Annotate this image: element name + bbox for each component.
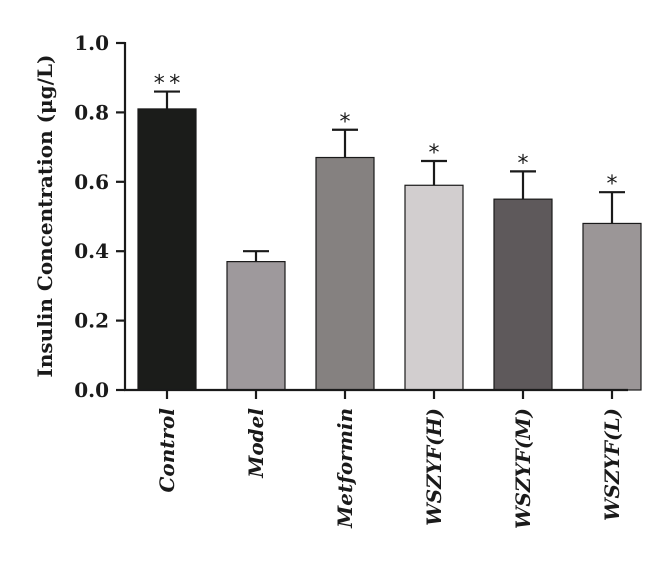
y-tick-label: 0.8: [74, 100, 109, 124]
y-axis-label: Insulin Concentration (μg/L): [33, 55, 57, 378]
significance-wszyf-h: *: [429, 141, 440, 166]
bar-wszyf-h: [404, 184, 464, 391]
significance-wszyf-l: *: [607, 172, 618, 197]
error-bar-model: [243, 250, 269, 262]
y-tick-label: 0.6: [74, 170, 109, 194]
significance-wszyf-m: *: [518, 151, 529, 176]
bars-group: [137, 108, 642, 391]
significance-group: * * * * * *: [154, 72, 618, 198]
y-tick-label: 1.0: [74, 31, 109, 55]
y-ticks-group: 0.0 0.2 0.4 0.6 0.8 1.0: [74, 31, 125, 402]
bar-wszyf-m: [493, 198, 553, 391]
error-bar-control: [154, 90, 180, 109]
error-bar-wszyf-h: [421, 159, 447, 186]
x-tick-label: WSZYF(L): [600, 408, 624, 521]
y-tick-label: 0.4: [74, 239, 109, 263]
x-tick-label: Model: [244, 408, 268, 479]
x-tick-label: WSZYF(M): [511, 408, 535, 529]
error-bar-wszyf-m: [510, 170, 536, 200]
y-tick-label: 0.2: [74, 309, 109, 333]
significance-control: * *: [154, 72, 180, 97]
bar-wszyf-l: [582, 222, 642, 391]
error-bars-group: [154, 90, 625, 262]
x-tick-label: Control: [155, 408, 179, 493]
bar-metformin: [315, 156, 375, 391]
error-bar-wszyf-l: [599, 191, 625, 224]
error-bar-metformin: [332, 128, 358, 158]
axes-group: [123, 42, 628, 392]
y-tick-label: 0.0: [74, 378, 109, 402]
y-axis-label-group: Insulin Concentration (μg/L): [33, 55, 57, 378]
significance-metformin: *: [340, 110, 351, 135]
bar-control: [137, 108, 197, 391]
x-tick-label: WSZYF(H): [422, 408, 446, 526]
bar-model: [226, 261, 286, 391]
x-ticks-group: Control Model Metformin WSZYF(H) WSZYF(M) WSZ…: [155, 390, 624, 529]
x-tick-label: Metformin: [333, 408, 357, 529]
